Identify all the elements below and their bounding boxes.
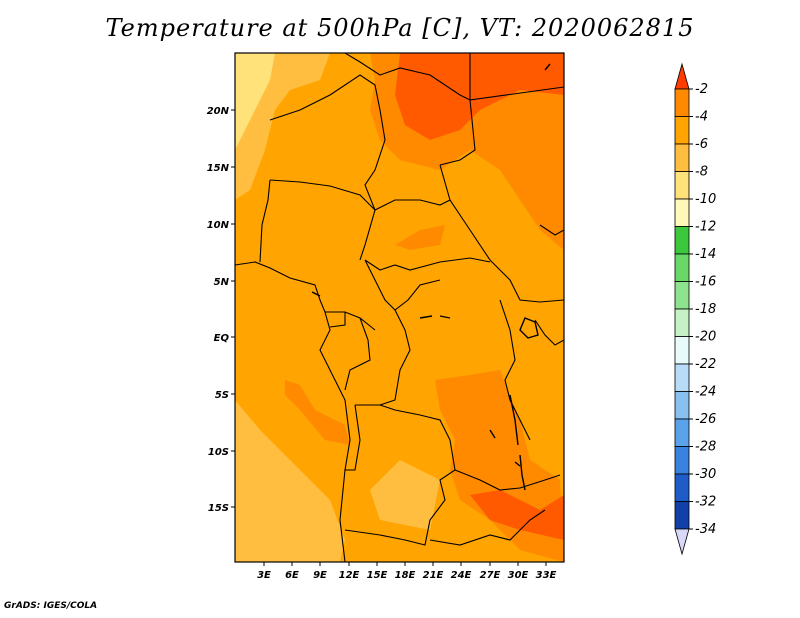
lon-tick-30e: 30E: [508, 570, 529, 581]
lon-tick-9e: 9E: [313, 570, 327, 581]
colorbar-label: -20: [695, 330, 716, 345]
colorbar-segment: [674, 446, 690, 475]
colorbar-label: -6: [695, 137, 708, 152]
lakes: [311, 63, 551, 491]
colorbar-segment: [674, 116, 690, 145]
colorbar-segment: [674, 143, 690, 172]
country-borders: [235, 53, 564, 562]
colorbar-segment: [674, 391, 690, 420]
colorbar-segment: [674, 473, 690, 502]
lon-tick-27e: 27E: [480, 570, 501, 581]
colorbar-label: -8: [695, 165, 708, 180]
field-minus2-north: [395, 53, 564, 140]
colorbar-segment: [674, 363, 690, 392]
colorbar-label: -16: [695, 275, 716, 290]
colorbar-segment: [674, 501, 690, 530]
lat-tick-20n: 20N: [207, 106, 230, 117]
colorbar-label: -26: [695, 412, 716, 427]
field-minus10-nw: [235, 53, 275, 150]
lon-tick-6e: 6E: [285, 570, 299, 581]
lat-tick-15s: 15S: [208, 503, 229, 514]
colorbar-label: -12: [695, 220, 716, 235]
colorbar-label: -4: [695, 110, 708, 125]
colorbar-label: -2: [695, 82, 708, 97]
lat-tick-10s: 10S: [208, 447, 229, 458]
map-title: Temperature at 500hPa [C], VT: 202006281…: [105, 14, 695, 42]
colorbar-label: -24: [695, 385, 716, 400]
lat-tick-eq: EQ: [214, 333, 230, 344]
colorbar-label: -34: [695, 522, 716, 537]
colorbar: -2 -4 -6 -8 -10 -12 -14 -16 -18 -20 -22 -24 -26 -28 -3…: [674, 62, 716, 556]
colorbar-label: -28: [695, 440, 716, 455]
lon-tick-24e: 24E: [451, 570, 472, 581]
colorbar-segment: [674, 88, 690, 117]
colorbar-label: -10: [695, 192, 716, 207]
colorbar-segment: [674, 171, 690, 200]
field-minus8-sw: [235, 400, 345, 562]
colorbar-label: -14: [695, 247, 716, 262]
colorbar-segment: [674, 253, 690, 282]
colorbar-segment: [674, 308, 690, 337]
field-minus4-west: [285, 380, 350, 445]
colorbar-segment: [674, 226, 690, 255]
field-minus8-s: [370, 460, 440, 530]
plot-frame: [234, 52, 565, 563]
lat-tick-10n: 10N: [207, 220, 230, 231]
temperature-field: [235, 53, 564, 562]
field-minus2-southeast: [470, 490, 564, 540]
colorbar-label: -32: [695, 495, 716, 510]
colorbar-label: -18: [695, 302, 716, 317]
colorbar-segment: [674, 281, 690, 310]
colorbar-label: -22: [695, 357, 716, 372]
lon-tick-12e: 12E: [339, 570, 360, 581]
colorbar-segment: [674, 418, 690, 447]
lon-tick-3e: 3E: [257, 570, 271, 581]
field-minus4-center: [395, 225, 445, 250]
colorbar-bottom-arrow: [674, 528, 690, 556]
lon-tick-18e: 18E: [395, 570, 416, 581]
lat-axis: 20N 15N 10N 5N EQ 5S 10S 15S: [207, 106, 235, 514]
lon-tick-21e: 21E: [423, 570, 444, 581]
lat-tick-5n: 5N: [214, 277, 230, 288]
colorbar-segment: [674, 336, 690, 365]
lon-tick-15e: 15E: [367, 570, 388, 581]
colorbar-label: -30: [695, 467, 716, 482]
grads-credit: GrADS: IGES/COLA: [4, 601, 98, 611]
lat-tick-5s: 5S: [215, 390, 229, 401]
colorbar-top-arrow: [674, 62, 690, 90]
lat-tick-15n: 15N: [207, 163, 230, 174]
lon-axis: 3E 6E 9E 12E 15E 18E 21E 24E 27E 30E 33E: [257, 562, 557, 581]
colorbar-segment: [674, 198, 690, 227]
lon-tick-33e: 33E: [536, 570, 557, 581]
